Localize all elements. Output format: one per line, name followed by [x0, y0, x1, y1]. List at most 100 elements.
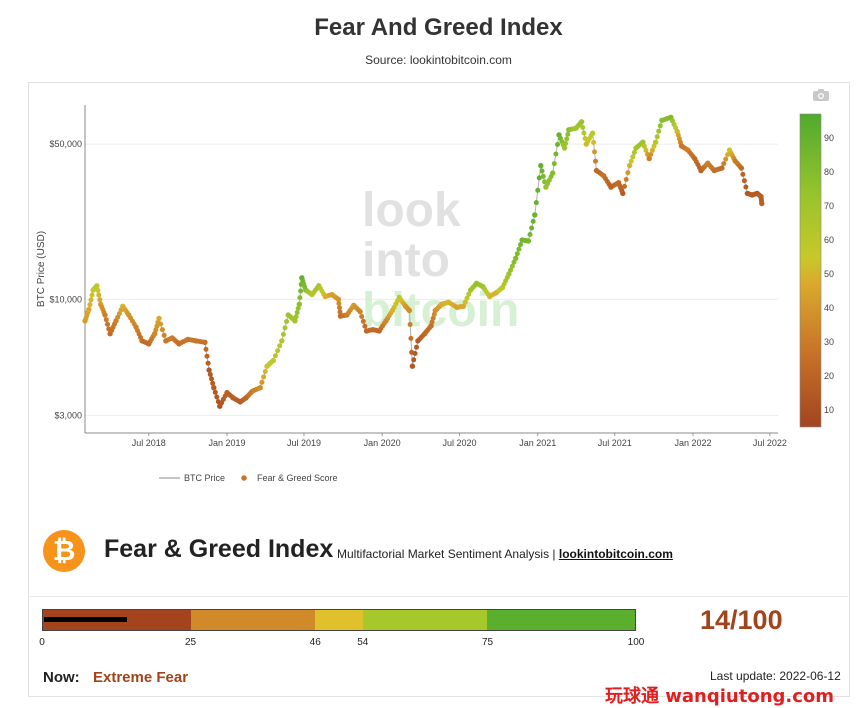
- fear-greed-point: [270, 357, 276, 364]
- legend-label: Fear & Greed Score: [257, 473, 338, 483]
- fear-greed-point: [293, 314, 299, 320]
- fear-greed-point: [294, 310, 300, 315]
- colorbar-tick-label: 10: [824, 405, 834, 415]
- legend-dot-swatch: [241, 475, 247, 481]
- fear-greed-point: [553, 151, 559, 157]
- fear-greed-point: [741, 178, 747, 184]
- fear-greed-point: [540, 173, 546, 179]
- fear-greed-point: [516, 246, 522, 252]
- y-tick-label: $50,000: [49, 139, 82, 149]
- fear-greed-point: [203, 346, 209, 352]
- index-subtitle: Multifactorial Market Sentiment Analysis…: [337, 547, 673, 561]
- fear-greed-point: [297, 295, 303, 301]
- fear-greed-point: [359, 314, 365, 319]
- x-tick-label: Jul 2018: [132, 438, 166, 448]
- camera-icon[interactable]: [812, 88, 830, 102]
- colorbar: 10 20 30 40 50 60 70 80 90: [799, 113, 834, 428]
- fear-greed-point: [96, 292, 102, 298]
- fear-greed-point: [555, 142, 560, 147]
- fear-greed-point: [357, 308, 363, 315]
- fear-greed-point: [532, 212, 538, 218]
- fear-greed-point: [539, 168, 545, 174]
- fear-greed-point: [466, 291, 472, 297]
- page-title: Fear And Greed Index: [314, 14, 563, 41]
- colorbar-tick-label: 20: [824, 371, 834, 381]
- fear-greed-point: [508, 267, 514, 273]
- fear-greed-point: [206, 367, 212, 373]
- fear-greed-point: [514, 251, 520, 257]
- fear-greed-point: [202, 339, 208, 345]
- watermark-logo-word: look: [362, 184, 461, 237]
- fear-greed-point: [743, 184, 749, 190]
- x-tick-label: Jan 2021: [519, 438, 556, 448]
- fear-greed-point: [565, 131, 571, 137]
- fear-greed-point: [261, 374, 267, 380]
- gauge-segment: [191, 610, 316, 630]
- fear-greed-point: [94, 283, 100, 289]
- fear-greed-point: [153, 327, 159, 333]
- x-tick-label: Jul 2021: [598, 438, 632, 448]
- colorbar-tick-label: 60: [824, 235, 834, 245]
- fear-greed-point: [592, 149, 597, 155]
- sentiment-gauge: [42, 609, 636, 631]
- fear-greed-point: [628, 158, 634, 164]
- source-link[interactable]: lookintobitcoin.com: [558, 547, 673, 561]
- fear-greed-point: [527, 232, 533, 237]
- fear-greed-point: [362, 323, 368, 329]
- source-caption: Source: lookintobitcoin.com: [365, 53, 512, 67]
- fear-greed-point: [538, 162, 544, 169]
- fear-greed-point: [282, 325, 288, 331]
- fear-greed-point: [211, 385, 217, 391]
- fear-greed-point: [212, 389, 218, 395]
- score-value: 14/100: [700, 605, 783, 635]
- fear-greed-point: [593, 158, 598, 164]
- fear-greed-point: [207, 372, 213, 377]
- fear-greed-point: [86, 306, 92, 313]
- colorbar-tick-label: 90: [824, 133, 834, 143]
- fear-greed-point: [740, 171, 746, 177]
- colorbar-tick-label: 40: [824, 303, 834, 313]
- axes: $3,000 $10,000 $50,000 Jul 2018 Jan 2019 Jul …: [36, 105, 787, 448]
- fear-greed-point: [509, 263, 515, 269]
- fear-greed-point: [407, 322, 413, 327]
- colorbar-tick-label: 80: [824, 167, 834, 177]
- fear-greed-point: [292, 318, 298, 324]
- fear-greed-point: [158, 321, 164, 327]
- fear-greed-point: [360, 318, 366, 324]
- price-chart[interactable]: lookintobitcoin $3,000 $10,000 $50,000 Jul …: [0, 0, 865, 520]
- fear-greed-point: [409, 363, 416, 369]
- fear-greed-point: [536, 175, 542, 181]
- fear-greed-point: [412, 351, 418, 356]
- fear-greed-point: [296, 301, 302, 307]
- fear-greed-point: [563, 141, 569, 146]
- fear-greed-point: [204, 353, 210, 359]
- fear-greed-point: [643, 147, 649, 153]
- fear-greed-point: [335, 296, 342, 302]
- fear-greed-point: [641, 143, 647, 149]
- fear-greed-point: [460, 303, 467, 309]
- bitcoin-logo-icon: ₿: [43, 530, 85, 572]
- now-value: Extreme Fear: [93, 669, 189, 686]
- fear-greed-point: [102, 312, 108, 318]
- fear-greed-point: [564, 136, 570, 142]
- fear-greed-point: [262, 369, 268, 374]
- last-update: Last update: 2022-06-12: [710, 669, 841, 683]
- fear-greed-point: [298, 288, 304, 294]
- gauge-segment: [315, 610, 363, 630]
- fear-greed-point: [620, 190, 626, 197]
- x-tick-label: Jan 2020: [364, 438, 401, 448]
- fear-greed-point: [279, 338, 285, 344]
- fear-greed-point: [154, 323, 160, 329]
- fear-greed-point: [406, 307, 413, 314]
- fear-greed-point: [97, 297, 103, 303]
- sentiment-panel: [28, 514, 850, 697]
- fear-greed-point: [657, 123, 663, 129]
- fear-greed-point: [337, 309, 343, 315]
- gauge-tick-label: 46: [309, 637, 321, 648]
- fear-greed-point: [535, 187, 541, 193]
- x-tick-label: Jan 2022: [674, 438, 711, 448]
- fear-greed-point: [210, 380, 216, 386]
- fear-greed-point: [89, 292, 95, 298]
- gauge-tick-label: 100: [627, 637, 645, 648]
- fear-greed-point: [88, 297, 94, 303]
